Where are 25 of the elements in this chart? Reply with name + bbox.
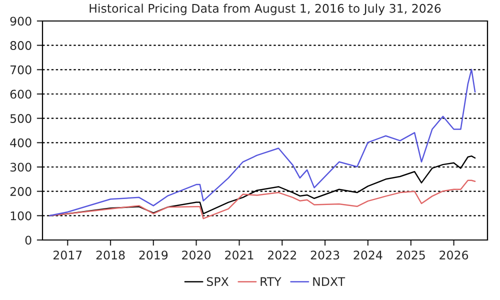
y-tick-label: 200 — [10, 187, 32, 196]
y-tick-label: 700 — [10, 65, 32, 74]
x-tick-label: 2025 — [396, 250, 425, 260]
x-tick-label: 2022 — [268, 250, 296, 260]
y-tick-label: 400 — [10, 138, 32, 148]
y-tick-label: 300 — [10, 162, 32, 172]
legend-label: NDXT — [313, 277, 346, 286]
x-tick-label: 2023 — [310, 250, 340, 260]
legend-label: RTY — [260, 277, 282, 286]
x-tick-label: 2018 — [96, 250, 125, 260]
y-tick-label: 800 — [10, 41, 32, 50]
x-tick-label: 2017 — [53, 250, 82, 260]
y-tick-label: 100 — [10, 211, 32, 220]
y-tick-label: 600 — [10, 90, 32, 99]
y-tick-label: 900 — [10, 16, 32, 26]
y-tick-label: 500 — [10, 114, 32, 123]
x-tick-label: 2019 — [139, 250, 168, 260]
line-series — [49, 68, 476, 216]
chart-title: Historical Pricing Data from August 1, 2016 to July 31, 2026 — [90, 4, 441, 16]
x-tick-label: 2024 — [354, 250, 382, 260]
legend-label: SPX — [206, 277, 229, 286]
x-tick-label: 2020 — [182, 250, 211, 260]
y-tick-label: 0 — [25, 236, 32, 245]
x-tick-label: 2026 — [440, 250, 468, 260]
x-tick-label: 2021 — [225, 250, 254, 260]
